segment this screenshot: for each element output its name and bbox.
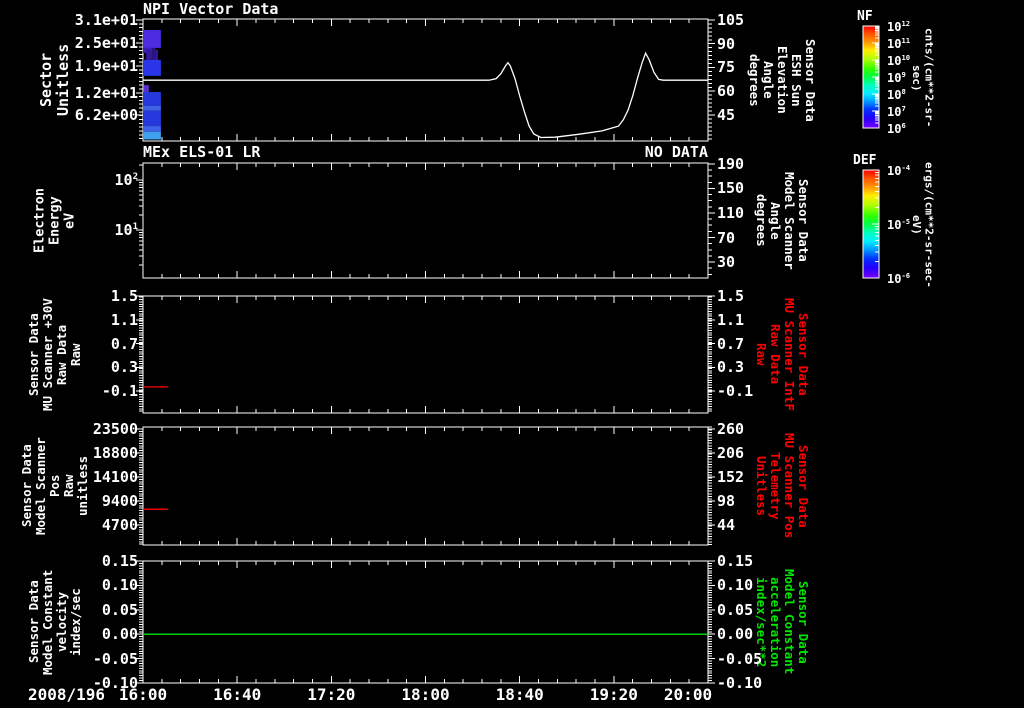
y-tick-label-right: 0.05 <box>717 600 754 619</box>
y-tick-label-right: 1.1 <box>717 310 745 329</box>
mu-scanner-raw-axis-label: Sensor Data MU Scanner +30V Raw Data Raw <box>26 298 83 411</box>
y-tick-label-right: 105 <box>717 10 745 29</box>
colorbar-tick-label: 106 <box>887 121 906 136</box>
model-constant-accel-axis-label: Sensor Data Model Constant acceleration … <box>754 569 811 675</box>
def-colorbar-unit-label: ergs/(cm**2-sr-sec-eV) <box>910 162 936 288</box>
model-scanner-pos-axis-label: Sensor Data Model Scanner Pos Raw unitle… <box>19 437 90 535</box>
sun-elevation-axis-label: Sensor Data ESH Sun Elevation Angle degr… <box>747 38 818 122</box>
date-label: 2008/196 <box>28 685 106 704</box>
y-tick-label-left: 0.15 <box>101 552 138 570</box>
y-tick-label-right: 60 <box>717 82 736 101</box>
y-tick-label-right: 0.7 <box>717 334 745 353</box>
y-tick-label-right: 150 <box>717 179 745 198</box>
colorbar-tick-label: 1012 <box>887 19 911 34</box>
colorbar-tick-label: 10-4 <box>887 163 911 178</box>
y-tick-label-left: 6.2e+00 <box>74 105 138 124</box>
mu-scanner-raw-panel <box>136 295 715 414</box>
colorbar-tick-label: 10-6 <box>887 271 911 286</box>
y-tick-label-left: 101 <box>114 220 138 239</box>
y-tick-label-left: 0.7 <box>110 334 138 353</box>
y-tick-label-left: 4700 <box>101 516 138 535</box>
y-tick-label-right: 110 <box>717 203 745 222</box>
y-tick-label-left: 1.9e+01 <box>74 56 138 75</box>
time-tick-label: 16:40 <box>213 685 262 704</box>
y-tick-label-right: 190 <box>717 154 745 173</box>
y-tick-label-left: 2.5e+01 <box>74 33 138 52</box>
y-tick-label-right: 30 <box>717 253 736 271</box>
y-tick-label-right: 44 <box>717 516 736 534</box>
mu-scanner-intf-axis-label: Sensor Data MU Scanner IntF Raw Data Raw <box>754 298 811 411</box>
y-tick-label-right: 206 <box>717 444 745 462</box>
model-constant-panel <box>136 560 715 684</box>
model-constant-velocity-axis-label: Sensor Data Model Constant velocity inde… <box>26 569 83 675</box>
page-title: NPI Vector Data <box>143 0 279 18</box>
def-colorbar-title: DEF <box>853 153 877 168</box>
y-tick-label-left: 102 <box>114 171 138 189</box>
y-tick-label-right: 152 <box>717 468 745 486</box>
nf-colorbar-title: NF <box>857 9 873 24</box>
y-tick-label-right: 98 <box>717 492 736 510</box>
no-data-badge: NO DATA <box>644 143 708 161</box>
electron-energy-axis-label: Electron Energy eV <box>31 187 78 254</box>
y-tick-label-left: 1.5 <box>110 287 138 305</box>
y-tick-label-right: 0.10 <box>717 576 754 595</box>
y-tick-label-left: -0.05 <box>92 649 138 668</box>
y-tick-label-left: 0.3 <box>110 358 138 377</box>
time-tick-label: 17:20 <box>307 685 356 704</box>
sector-spectrogram <box>143 29 161 140</box>
time-tick-label: 18:00 <box>401 685 450 704</box>
y-tick-label-left: 0.00 <box>101 625 138 644</box>
colorbar-tick-label: 1011 <box>887 36 911 51</box>
y-tick-label-right: -0.05 <box>717 649 763 668</box>
colorbar-tick-label: 10-5 <box>887 217 911 232</box>
y-tick-label-left: 9400 <box>101 492 138 511</box>
y-tick-label-right: -0.10 <box>717 674 763 692</box>
y-tick-label-right: 45 <box>717 106 736 124</box>
y-tick-label-left: 14100 <box>92 468 138 486</box>
mu-scanner-pos-axis-label: Sensor Data MU Scanner Pos Telemetry Uni… <box>754 433 811 539</box>
y-tick-label-left: 23500 <box>92 419 138 438</box>
colorbar-tick-label: 1010 <box>887 53 911 68</box>
colorbar-tick-label: 107 <box>887 104 906 119</box>
time-tick-label: 19:20 <box>589 685 638 704</box>
y-tick-label-left: 0.05 <box>101 600 138 619</box>
nf-colorbar <box>862 25 880 129</box>
model-scanner-pos-panel <box>136 426 715 546</box>
time-tick-label: 18:40 <box>495 685 544 704</box>
sector-panel <box>136 18 715 142</box>
y-tick-label-right: 0.00 <box>717 625 754 644</box>
model-scanner-angle-axis-label: Sensor Data Model Scanner Angle degrees <box>754 171 811 270</box>
y-tick-label-left: 18800 <box>92 444 138 462</box>
y-tick-label-left: 1.2e+01 <box>74 83 138 102</box>
time-tick-label: 16:00 <box>118 685 168 704</box>
colorbar-tick-label: 108 <box>887 87 906 102</box>
y-tick-label-left: -0.1 <box>101 382 138 401</box>
y-tick-label-right: 75 <box>717 58 736 77</box>
colorbar-tick-label: 109 <box>887 70 906 85</box>
panel2-title: MEx ELS-01 LR <box>143 143 261 161</box>
y-tick-label-right: -0.1 <box>717 382 754 401</box>
def-colorbar <box>862 169 880 279</box>
y-tick-label-right: 260 <box>717 420 745 438</box>
y-tick-label-right: 90 <box>717 34 736 53</box>
y-tick-label-right: 0.3 <box>717 358 745 377</box>
nf-colorbar-unit-label: cnts/(cm**2-sr-sec) <box>910 28 936 128</box>
time-tick-label: 20:00 <box>663 685 713 704</box>
electron-energy-panel <box>136 162 715 279</box>
y-tick-label-left: 3.1e+01 <box>74 10 138 29</box>
y-tick-label-right: 70 <box>717 228 736 247</box>
y-tick-label-left: 1.1 <box>110 310 138 329</box>
y-tick-label-left: -0.10 <box>92 674 138 692</box>
series-esh-sun-elevation-angle-degrees- <box>143 51 708 139</box>
y-tick-label-right: 0.15 <box>717 552 754 570</box>
y-tick-label-right: 1.5 <box>717 287 745 305</box>
y-tick-label-left: 0.10 <box>101 576 138 595</box>
